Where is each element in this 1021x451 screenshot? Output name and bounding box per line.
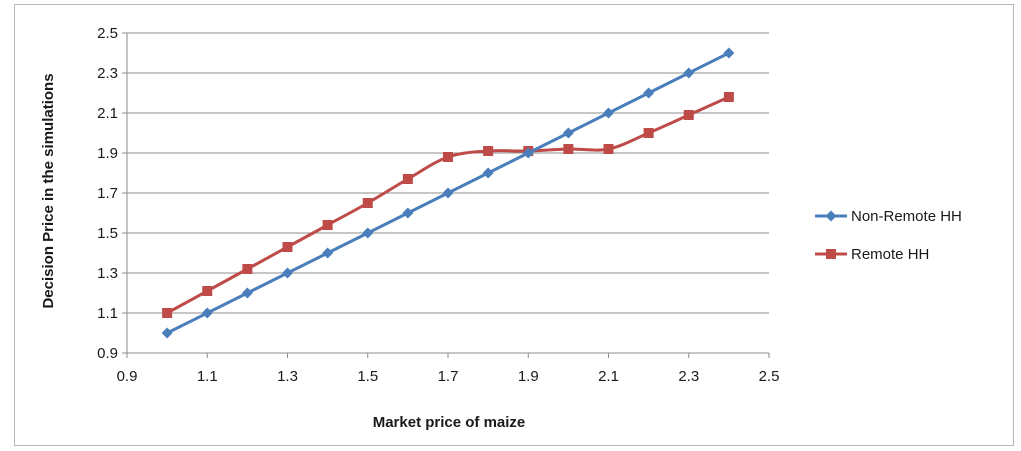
y-tick-label: 1.7: [97, 185, 118, 202]
data-point-non-remote-hh: [322, 247, 334, 259]
series-non-remote-hh: [161, 47, 735, 339]
data-point-non-remote-hh: [402, 207, 414, 219]
y-tick-label: 2.5: [97, 25, 118, 42]
data-point-non-remote-hh: [241, 287, 253, 299]
data-point-non-remote-hh: [161, 327, 173, 339]
y-tick-label: 1.5: [97, 225, 118, 242]
data-point-non-remote-hh: [442, 187, 454, 199]
legend: Non-Remote HH Remote HH: [815, 208, 962, 263]
data-point-remote-hh: [282, 242, 293, 252]
data-point-non-remote-hh: [603, 107, 614, 119]
data-point-remote-hh: [242, 264, 253, 274]
data-point-non-remote-hh: [683, 67, 695, 79]
gridlines: [127, 32, 769, 314]
x-tick-label: 1.3: [277, 368, 298, 385]
data-point-remote-hh: [443, 152, 453, 162]
data-point-non-remote-hh: [723, 47, 735, 59]
legend-label: Remote HH: [851, 246, 929, 263]
data-point-non-remote-hh: [522, 147, 534, 159]
data-point-remote-hh: [643, 128, 654, 138]
data-point-remote-hh: [683, 110, 694, 120]
data-point-remote-hh: [402, 174, 413, 184]
chart-frame: 0.9 1.1 1.3 1.5 1.7 1.9 2.1 2.3 2.5 0.9 1.1 1.3 1.5 1…: [14, 4, 1014, 446]
x-tick-label: 0.9: [117, 368, 138, 385]
x-tick-label: 1.7: [438, 368, 459, 385]
y-tick-label: 1.3: [97, 265, 118, 282]
y-tick-label: 2.3: [97, 65, 118, 82]
x-tick-label: 1.9: [518, 368, 539, 385]
series-area: [161, 47, 735, 339]
y-tick-label: 2.1: [97, 105, 118, 122]
data-point-remote-hh: [322, 220, 333, 230]
data-point-remote-hh: [362, 198, 373, 208]
data-point-non-remote-hh: [362, 227, 374, 239]
data-point-remote-hh: [483, 146, 494, 156]
data-point-remote-hh: [202, 286, 213, 296]
y-tick-label: 1.1: [97, 305, 118, 322]
data-point-non-remote-hh: [482, 167, 494, 179]
data-point-remote-hh: [723, 92, 734, 102]
series-remote-hh: [162, 92, 734, 318]
y-tick-label: 0.9: [97, 345, 118, 362]
x-tick-label: 2.3: [678, 368, 699, 385]
legend-item-remote-hh: Remote HH: [815, 246, 929, 263]
x-tick-label: 2.1: [598, 368, 619, 385]
legend-label: Non-Remote HH: [851, 208, 962, 225]
data-point-remote-hh: [603, 144, 614, 154]
axes: 0.9 1.1 1.3 1.5 1.7 1.9 2.1 2.3 2.5 0.9 1.1 1.3 1.5 1…: [97, 25, 779, 385]
x-tick-label: 1.1: [197, 368, 218, 385]
data-point-non-remote-hh: [562, 127, 574, 139]
x-tick-label: 1.5: [357, 368, 378, 385]
data-point-non-remote-hh: [643, 87, 655, 99]
data-point-remote-hh: [162, 308, 173, 318]
legend-marker: [825, 210, 837, 222]
x-tick-label: 2.5: [759, 368, 780, 385]
data-point-non-remote-hh: [201, 307, 213, 319]
data-point-remote-hh: [563, 144, 574, 154]
y-tick-label: 1.9: [97, 145, 118, 162]
x-axis-title: Market price of maize: [373, 414, 526, 431]
legend-marker: [826, 249, 836, 259]
legend-item-non-remote-hh: Non-Remote HH: [815, 208, 962, 225]
y-axis-title: Decision Price in the simulations: [40, 73, 57, 308]
data-point-non-remote-hh: [282, 267, 293, 279]
chart-canvas: 0.9 1.1 1.3 1.5 1.7 1.9 2.1 2.3 2.5 0.9 1.1 1.3 1.5 1…: [40, 25, 962, 431]
